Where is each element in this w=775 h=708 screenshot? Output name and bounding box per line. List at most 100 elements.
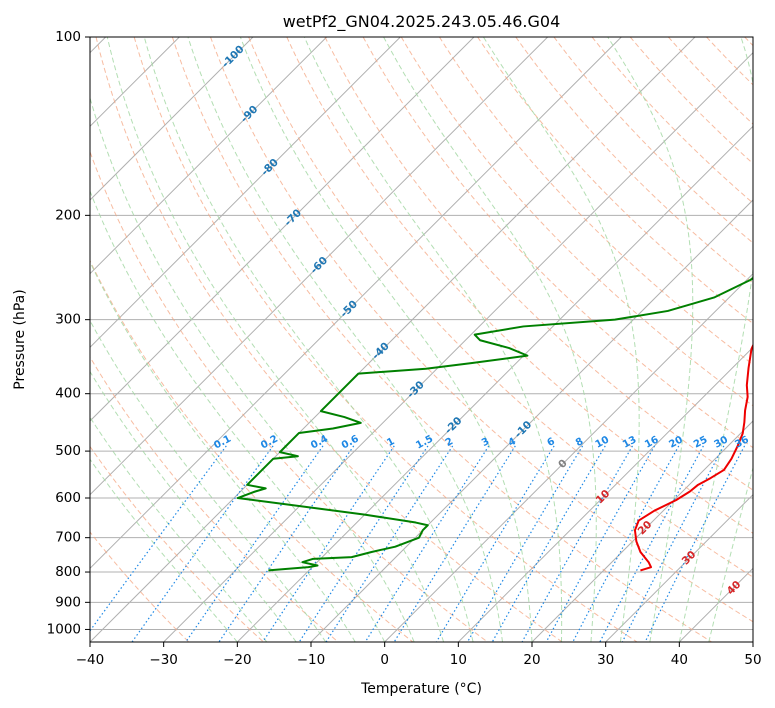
x-axis-label: Temperature (°C) [360, 681, 482, 697]
moist-adiabat [90, 416, 268, 642]
x-tick-label: −40 [76, 652, 105, 668]
dewpoint-line [236, 276, 753, 572]
moist-adiabat [106, 37, 445, 642]
mixing-ratio-line [435, 445, 555, 642]
dry-adiabat [439, 37, 753, 366]
mixing-ratio-line [599, 445, 704, 642]
background-lines [90, 37, 753, 642]
dry-adiabat [171, 37, 712, 642]
isotherm--60 [90, 37, 549, 496]
y-tick-label: 900 [55, 594, 81, 610]
moist-adiabat [708, 466, 753, 642]
mixing-ratio-line [521, 445, 634, 642]
mixing-ratio-label: 3 [480, 436, 491, 449]
dry-adiabat [668, 37, 753, 125]
isotherm--50 [90, 37, 622, 570]
mixing-ratio-label: 1.5 [414, 433, 435, 451]
dry-adiabat [90, 356, 339, 642]
dry-adiabat [324, 37, 753, 491]
x-tick-label: 50 [744, 652, 761, 668]
isotherm-20 [531, 420, 753, 642]
moist-adiabat [187, 37, 504, 642]
mixing-ratio-label: 8 [574, 436, 585, 449]
chart-title: wetPf2_GN04.2025.243.05.46.G04 [283, 12, 561, 32]
isotherm-50 [752, 641, 753, 642]
moist-adiabat [90, 189, 386, 642]
y-tick-label: 700 [55, 530, 81, 546]
moist-adiabat [90, 458, 238, 642]
mixing-ratio-line [262, 445, 395, 642]
y-tick-label: 1000 [47, 621, 81, 637]
isotherm--20 [236, 125, 753, 642]
x-tick-label: 30 [597, 652, 614, 668]
mixing-ratio-label: 13 [621, 434, 638, 450]
y-tick-label: 300 [55, 312, 81, 328]
x-tick-label: 0 [380, 652, 389, 668]
dry-adiabat [553, 37, 753, 244]
dry-adiabat [362, 37, 753, 449]
mixing-ratio-line [364, 445, 490, 642]
moist-adiabat [303, 37, 563, 642]
mixing-ratio-line [621, 445, 725, 642]
mixing-ratio-label: 10 [594, 434, 611, 450]
dry-adiabat [210, 37, 753, 623]
x-tick-label: 40 [671, 652, 688, 668]
mixing-ratio-label: 30 [713, 434, 730, 450]
moist-adiabat [239, 37, 533, 642]
dry-adiabat [95, 37, 563, 642]
dry-adiabat [629, 37, 753, 165]
dry-adiabat [133, 37, 638, 642]
isotherm--40 [90, 37, 696, 642]
mixing-ratio-label: 0.6 [340, 434, 361, 452]
isotherm--100 [90, 37, 254, 201]
dry-adiabat [90, 531, 190, 642]
x-tick-label: −30 [149, 652, 178, 668]
moist-adiabat [90, 319, 327, 642]
mixing-ratio-label: 4 [507, 436, 518, 449]
y-tick-label: 600 [55, 490, 81, 506]
mixing-ratio-line [325, 445, 454, 642]
isotherm--80 [90, 37, 401, 349]
y-tick-label: 200 [55, 207, 81, 223]
mixing-ratio-line [90, 445, 227, 632]
y-tick-label: 500 [55, 443, 81, 459]
mixing-ratio-label: 6 [545, 436, 556, 449]
y-tick-label: 100 [55, 29, 81, 45]
dry-adiabat [90, 445, 264, 642]
dry-adiabat [90, 259, 414, 642]
mixing-ratio-label: 1 [385, 436, 396, 449]
mixing-ratio-line [218, 445, 355, 642]
line-labels: -100-90-80-70-60-50-40-30-20 -100.1 0.2 0.4… [212, 43, 751, 597]
dry-adiabat [400, 37, 753, 407]
x-tick-label: −10 [297, 652, 326, 668]
isotherm-40 [678, 567, 753, 642]
mixing-ratio-line [466, 445, 584, 642]
isotherm-30 [605, 493, 753, 642]
dry-adiabat [248, 37, 753, 578]
moist-adiabat [143, 37, 474, 642]
mixing-ratio-label: 25 [692, 434, 709, 450]
plot-frame [89, 36, 754, 643]
axes: −40 −30 −20 −10 0 10 20 30 40 5010020030040050060… [47, 29, 762, 668]
mixing-ratio-line [185, 445, 324, 642]
isotherm--70 [90, 37, 475, 422]
isotherm-0 [384, 272, 753, 642]
isotherm-10 [457, 346, 753, 642]
moist-adiabat [678, 37, 753, 642]
mixing-ratio-label: 2 [444, 436, 455, 449]
moist-adiabat [607, 37, 694, 642]
dry-adiabat [515, 37, 753, 284]
mixing-ratio-label: 0.4 [309, 434, 330, 452]
moist-adiabat [383, 37, 597, 642]
dry-adiabat [706, 37, 753, 86]
mixing-ratio-line [491, 445, 606, 642]
x-tick-label: −20 [223, 652, 252, 668]
isotherm--30 [163, 51, 753, 642]
x-tick-label: 10 [450, 652, 467, 668]
mixing-ratio-line [545, 445, 656, 642]
dry-adiabat [744, 37, 753, 47]
mixing-ratio-label: 0.1 [212, 433, 233, 451]
x-tick-label: 20 [523, 652, 540, 668]
mixing-ratio-line [644, 445, 746, 642]
moist-adiabat [90, 370, 297, 642]
